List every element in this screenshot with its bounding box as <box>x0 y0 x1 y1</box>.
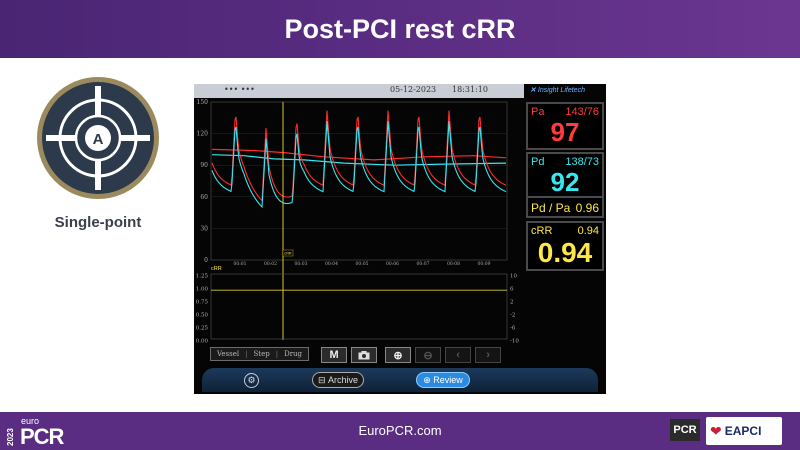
lower-right-tick: 2 <box>510 300 514 306</box>
lower-left-tick: 0.50 <box>196 313 209 319</box>
lower-plot-label: cRR <box>211 266 222 272</box>
pd-pa-label: Pd / Pa <box>531 201 571 215</box>
cursor-tag: cRR <box>284 252 292 256</box>
zoom-in-icon[interactable]: ⊕ <box>385 347 412 363</box>
device-status-bar: ••• ••• 05-12-2023 18:31:10 <box>194 84 524 98</box>
lower-right-tick: 10 <box>510 274 517 280</box>
pd-label: Pd <box>531 156 545 168</box>
pa-mean-trace <box>211 148 507 161</box>
pressure-waveform-graph: 150 120 90 60 30 0 00:01 00:02 00:03 00:04 00:05 0… <box>196 99 520 345</box>
device-toolbar: Vessel | Step | Drug M ⊕ ⊖ ‹ › <box>210 347 502 363</box>
device-time: 18:31:10 <box>452 85 488 94</box>
single-point-label: Single-point <box>54 214 142 231</box>
footer-pcr-logo: PCR <box>20 424 64 449</box>
lower-left-tick: 1.00 <box>196 287 209 293</box>
device-date: 05-12-2023 <box>390 85 437 94</box>
vessel-button[interactable]: Vessel <box>217 350 240 358</box>
pressure-monitor-screen: ••• ••• 05-12-2023 18:31:10 ✕ Insight Lif… <box>194 84 606 394</box>
x-tick-label: 00:07 <box>417 261 430 267</box>
marker-button[interactable]: M <box>321 347 348 363</box>
y-tick-label: 90 <box>200 162 208 169</box>
y-tick-label: 60 <box>200 194 208 201</box>
x-tick-label: 00:06 <box>386 261 399 267</box>
target-crosshair-icon: A <box>37 77 159 199</box>
pa-sys-dia: 143/76 <box>565 106 599 118</box>
next-button[interactable]: › <box>475 347 502 363</box>
lower-left-tick: 0.25 <box>196 326 209 332</box>
device-top-label: ••• ••• <box>224 85 255 94</box>
previous-button[interactable]: ‹ <box>445 347 472 363</box>
drug-button[interactable]: Drug <box>284 350 303 358</box>
lower-right-tick: -10 <box>510 339 519 345</box>
crr-readout: cRR 0.94 0.94 <box>526 221 604 271</box>
pd-mean-value: 92 <box>550 167 580 197</box>
pd-pa-value: 0.96 <box>575 201 599 215</box>
crr-big-value: 0.94 <box>537 237 593 268</box>
crr-label: cRR <box>531 225 553 237</box>
x-tick-label: 00:01 <box>234 261 247 267</box>
step-button[interactable]: Step <box>253 350 270 358</box>
lower-right-tick: 6 <box>510 287 514 293</box>
camera-icon[interactable] <box>351 347 378 363</box>
vessel-step-drug-group: Vessel | Step | Drug <box>210 347 310 361</box>
footer-site-url[interactable]: EuroPCR.com <box>358 423 442 438</box>
x-tick-label: 00:02 <box>264 261 277 267</box>
review-button[interactable]: ⊕ Review <box>416 372 470 388</box>
y-tick-label: 120 <box>197 131 209 138</box>
x-tick-label: 00:09 <box>478 261 491 267</box>
footer-euro: euro <box>21 416 40 426</box>
footer-bar: 2023 euro PCR EuroPCR.com PCR ❤ EAPCI <box>0 412 800 450</box>
lower-left-tick: 0.00 <box>196 339 209 345</box>
device-bottom-bar: ⚙ ⊟ Archive ⊕ Review <box>202 368 598 392</box>
lower-left-tick: 0.75 <box>196 300 209 306</box>
brand-label: ✕ Insight Lifetech <box>530 87 585 94</box>
pa-waveform <box>211 110 507 202</box>
gear-icon[interactable]: ⚙ <box>244 373 259 388</box>
pcr-badge-logo: PCR <box>670 419 700 441</box>
pa-label: Pa <box>531 106 545 118</box>
x-tick-label: 00:03 <box>295 261 308 267</box>
y-tick-label: 150 <box>197 99 209 106</box>
lower-left-tick: 1.25 <box>196 274 209 280</box>
eapci-logo: ❤ EAPCI <box>706 417 782 445</box>
pa-mean-value: 97 <box>550 117 580 147</box>
icon-letter: A <box>93 131 104 148</box>
page-title: Post-PCI rest cRR <box>284 13 516 44</box>
x-tick-label: 00:05 <box>356 261 369 267</box>
y-tick-label: 0 <box>204 257 208 264</box>
header-bar: Post-PCI rest cRR <box>0 0 800 58</box>
pa-readout: Pa 143/76 97 <box>526 102 604 150</box>
pd-waveform <box>211 121 507 209</box>
brand-logo-icon: ✕ <box>530 87 536 94</box>
heart-icon: ❤ <box>710 422 722 439</box>
lower-right-tick: -2 <box>510 313 515 319</box>
zoom-out-icon[interactable]: ⊖ <box>415 347 442 363</box>
crr-small-value: 0.94 <box>577 225 599 237</box>
pd-sys-dia: 138/73 <box>565 156 599 168</box>
x-tick-label: 00:04 <box>325 261 338 267</box>
pd-pa-readout: Pd / Pa 0.96 <box>526 196 604 218</box>
x-tick-label: 00:08 <box>447 261 460 267</box>
lower-right-tick: -6 <box>510 326 516 332</box>
pd-readout: Pd 138/73 92 <box>526 152 604 200</box>
archive-button[interactable]: ⊟ Archive <box>312 372 364 388</box>
y-tick-label: 30 <box>200 225 208 232</box>
